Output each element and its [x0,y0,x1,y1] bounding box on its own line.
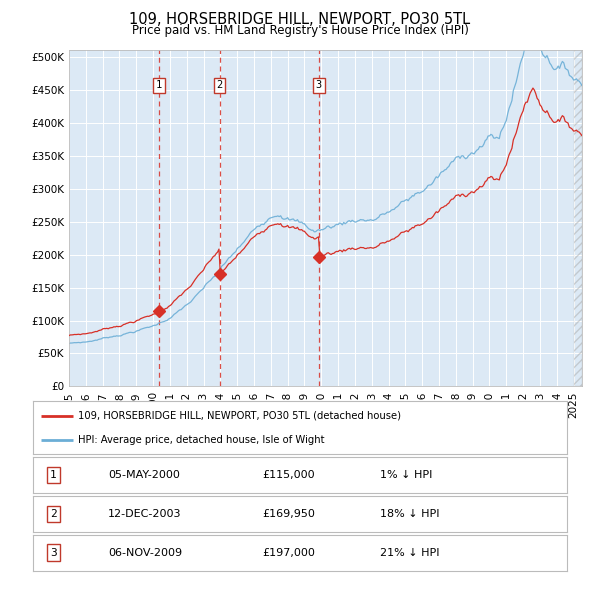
Text: 2: 2 [50,509,56,519]
Text: £115,000: £115,000 [263,470,315,480]
Text: 05-MAY-2000: 05-MAY-2000 [108,470,179,480]
Text: 1: 1 [50,470,56,480]
Text: 3: 3 [50,548,56,558]
Text: HPI: Average price, detached house, Isle of Wight: HPI: Average price, detached house, Isle… [79,435,325,445]
Text: 21% ↓ HPI: 21% ↓ HPI [380,548,440,558]
Text: £197,000: £197,000 [263,548,316,558]
Text: 2: 2 [217,80,223,90]
Text: 109, HORSEBRIDGE HILL, NEWPORT, PO30 5TL: 109, HORSEBRIDGE HILL, NEWPORT, PO30 5TL [130,12,470,27]
Text: 12-DEC-2003: 12-DEC-2003 [108,509,181,519]
Text: 109, HORSEBRIDGE HILL, NEWPORT, PO30 5TL (detached house): 109, HORSEBRIDGE HILL, NEWPORT, PO30 5TL… [79,411,401,421]
Text: 1: 1 [156,80,162,90]
Text: 1% ↓ HPI: 1% ↓ HPI [380,470,433,480]
Text: 18% ↓ HPI: 18% ↓ HPI [380,509,440,519]
Text: 06-NOV-2009: 06-NOV-2009 [108,548,182,558]
Text: Price paid vs. HM Land Registry's House Price Index (HPI): Price paid vs. HM Land Registry's House … [131,24,469,37]
Text: £169,950: £169,950 [263,509,316,519]
Text: 3: 3 [316,80,322,90]
